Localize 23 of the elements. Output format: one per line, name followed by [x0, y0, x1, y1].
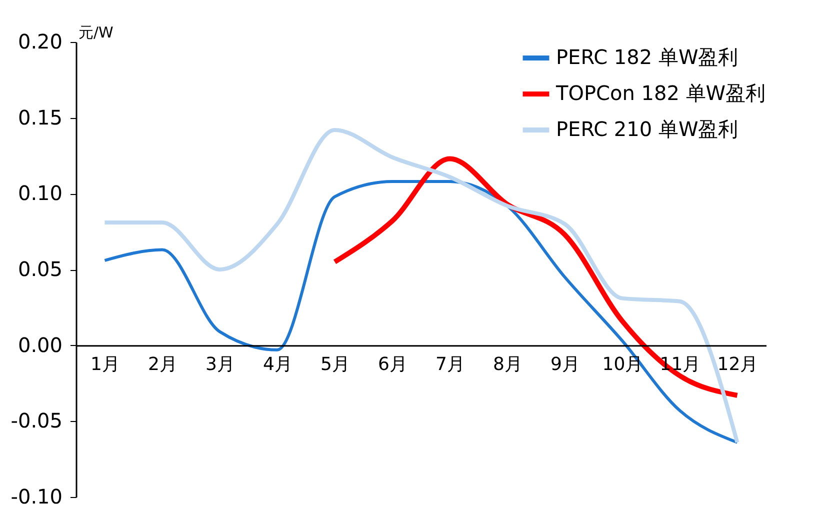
- x-tick-label: 12月: [717, 354, 758, 375]
- y-tick-label: 0.15: [18, 105, 62, 130]
- x-tick-label: 5月: [320, 354, 350, 375]
- y-tick-label: -0.10: [10, 484, 62, 508]
- line-series: [103, 180, 739, 444]
- x-tick-label: 4月: [263, 354, 292, 375]
- x-tick-label: 7月: [436, 354, 465, 375]
- legend-label: PERC 210 单W盈利: [556, 117, 738, 141]
- y-tick-label: -0.05: [10, 408, 62, 433]
- y-tick-label: 0.10: [18, 181, 62, 206]
- x-tick-label: 3月: [206, 354, 235, 375]
- x-tick-label: 9月: [550, 354, 580, 375]
- legend-label: TOPCon 182 单W盈利: [555, 81, 766, 105]
- x-tick-label: 2月: [148, 354, 178, 375]
- y-tick-label: 0.00: [18, 332, 62, 357]
- x-tick-label: 1月: [90, 354, 120, 375]
- x-tick-label: 6月: [378, 354, 408, 375]
- x-tick-label: 10月: [602, 354, 644, 375]
- y-tick-label: 0.20: [18, 30, 62, 54]
- legend-label: PERC 182 单W盈利: [556, 45, 738, 69]
- y-tick-label: 0.05: [18, 257, 62, 281]
- x-tick-label: 8月: [493, 354, 522, 375]
- y-axis-title: 元/W: [78, 24, 114, 42]
